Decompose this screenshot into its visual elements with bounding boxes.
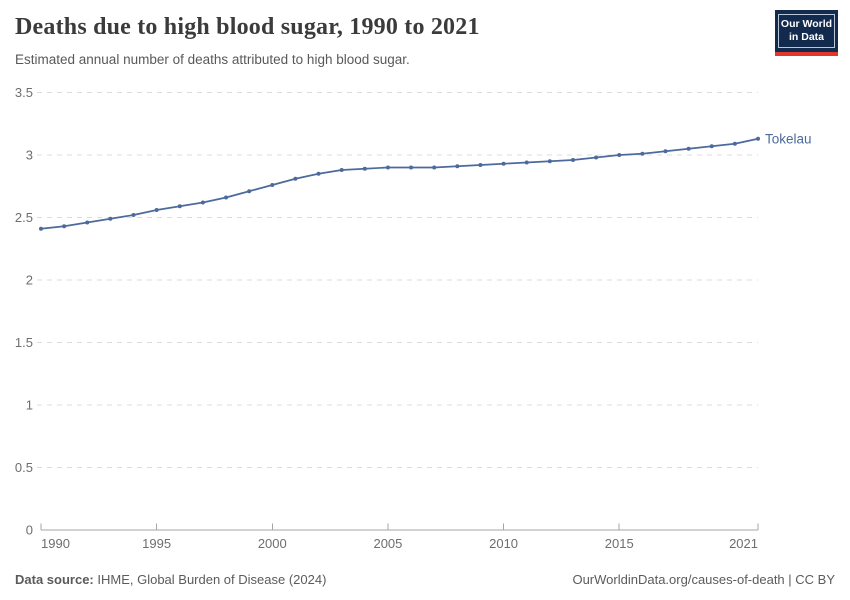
data-point[interactable]: [756, 136, 760, 141]
y-tick-label: 2: [26, 273, 33, 288]
data-point[interactable]: [385, 165, 390, 170]
data-point[interactable]: [247, 189, 252, 194]
data-point[interactable]: [131, 213, 136, 217]
data-source-label: Data source:: [15, 572, 94, 587]
data-point[interactable]: [39, 226, 43, 231]
y-tick-label: 1.5: [15, 335, 33, 350]
x-tick-label: 2000: [258, 536, 287, 551]
data-point[interactable]: [270, 183, 275, 187]
x-tick-label: 2005: [373, 536, 402, 551]
y-tick-label: 3.5: [15, 85, 33, 100]
data-point[interactable]: [455, 164, 460, 169]
data-point[interactable]: [594, 155, 599, 160]
y-tick-label: 0.5: [15, 460, 33, 475]
data-point[interactable]: [293, 176, 298, 181]
data-point[interactable]: [200, 200, 205, 205]
data-point[interactable]: [524, 160, 529, 165]
data-point[interactable]: [154, 208, 159, 212]
data-point[interactable]: [177, 204, 182, 209]
data-point[interactable]: [709, 144, 714, 149]
owid-logo-line2: in Data: [788, 31, 824, 44]
data-point[interactable]: [339, 168, 344, 172]
data-point[interactable]: [501, 161, 506, 166]
data-point[interactable]: [409, 165, 414, 170]
data-source-text: IHME, Global Burden of Disease (2024): [93, 572, 327, 587]
data-point[interactable]: [617, 153, 622, 157]
owid-logo: Our World in Data: [775, 10, 838, 57]
data-point[interactable]: [686, 146, 691, 151]
data-point[interactable]: [316, 171, 321, 176]
data-point[interactable]: [62, 224, 67, 229]
chart-title: Deaths due to high blood sugar, 1990 to …: [15, 14, 480, 40]
data-point[interactable]: [663, 149, 668, 154]
data-point[interactable]: [362, 166, 367, 171]
data-point[interactable]: [732, 141, 737, 146]
data-point[interactable]: [640, 151, 645, 156]
data-point[interactable]: [547, 159, 552, 164]
chart-subtitle: Estimated annual number of deaths attrib…: [15, 52, 410, 67]
x-tick-label: 2015: [605, 536, 634, 551]
y-tick-label: 2.5: [15, 210, 33, 225]
data-point[interactable]: [478, 163, 483, 167]
x-tick-label: 2010: [489, 536, 518, 551]
data-point[interactable]: [570, 158, 575, 162]
y-tick-label: 1: [26, 398, 33, 413]
x-tick-label: 1990: [41, 536, 70, 551]
data-source-note[interactable]: Data source: IHME, Global Burden of Dise…: [15, 572, 326, 587]
series-end-label[interactable]: Tokelau: [765, 131, 812, 146]
y-tick-label: 3: [26, 148, 33, 163]
data-point[interactable]: [108, 216, 113, 221]
data-point[interactable]: [85, 220, 90, 225]
series-line[interactable]: [40, 137, 759, 230]
x-tick-label: 1995: [142, 536, 171, 551]
x-tick-label: 2021: [729, 536, 758, 551]
credit-link[interactable]: OurWorldinData.org/causes-of-death | CC …: [572, 572, 835, 587]
owid-logo-line1: Our World: [780, 18, 833, 30]
data-point[interactable]: [432, 165, 437, 170]
data-point[interactable]: [224, 195, 229, 200]
y-tick-label: 0: [26, 523, 33, 538]
owid-logo-text: Our World in Data: [778, 14, 835, 49]
